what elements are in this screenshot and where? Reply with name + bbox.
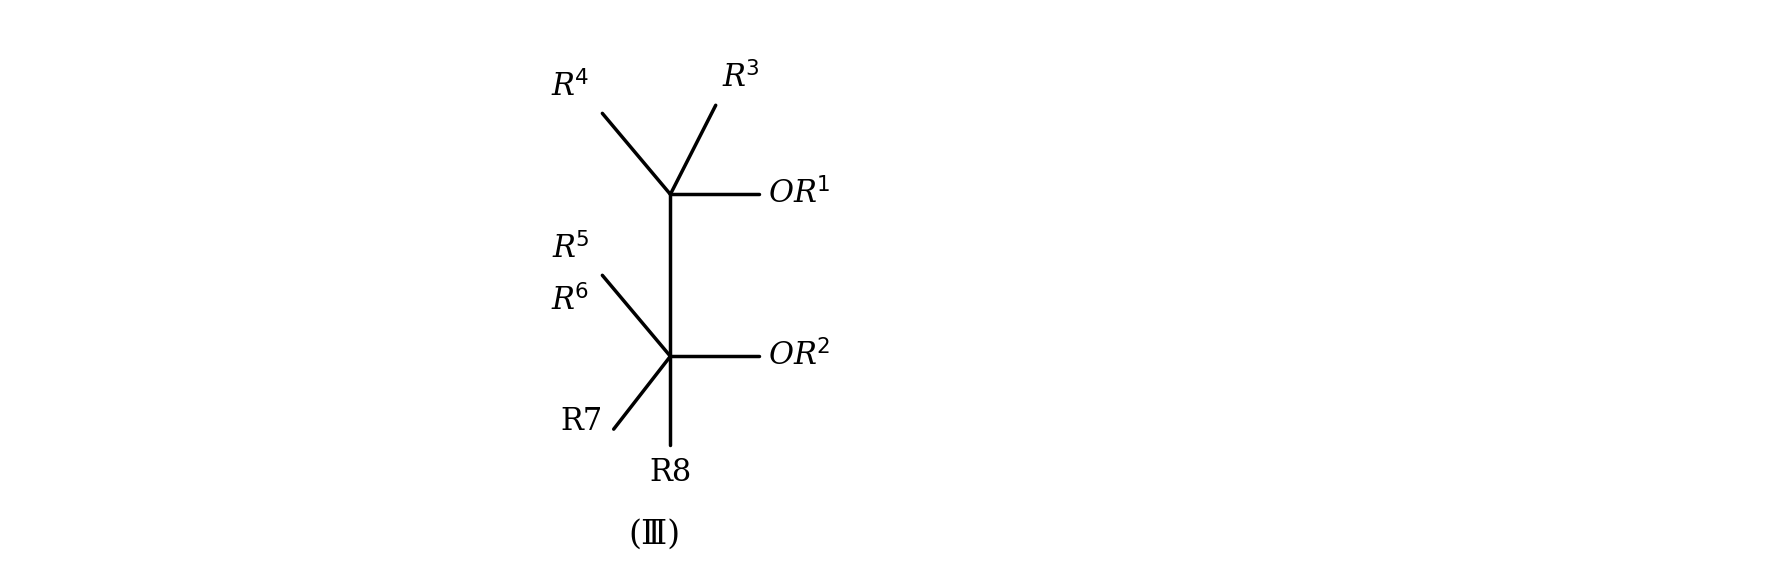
Text: R$^5$: R$^5$	[551, 233, 589, 266]
Text: OR$^1$: OR$^1$	[768, 178, 829, 210]
Text: OR$^2$: OR$^2$	[768, 340, 829, 373]
Text: R$^6$: R$^6$	[551, 285, 589, 318]
Text: R$^4$: R$^4$	[551, 71, 589, 104]
Text: R$^3$: R$^3$	[722, 61, 759, 94]
Text: (Ⅲ): (Ⅲ)	[628, 518, 681, 550]
Text: R7: R7	[560, 406, 603, 437]
Text: R8: R8	[649, 456, 692, 488]
